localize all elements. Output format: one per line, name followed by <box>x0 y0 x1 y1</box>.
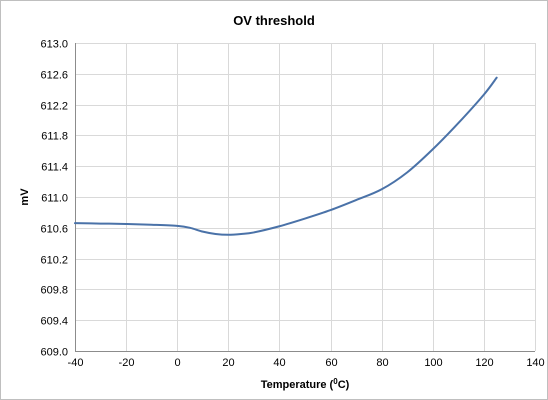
x-axis-label-main: Temperature ( <box>261 379 334 391</box>
x-tick-label: -20 <box>119 357 135 369</box>
y-tick-label: 611.0 <box>41 193 68 205</box>
x-tick-label: 20 <box>222 357 234 369</box>
axis-layer <box>75 43 535 352</box>
y-tick-label: 610.6 <box>40 224 68 236</box>
chart-title: OV threshold <box>233 13 315 28</box>
ov-threshold-series-line <box>74 76 498 236</box>
y-tick-label: 609.4 <box>40 316 68 328</box>
x-tick-label: 140 <box>526 357 544 369</box>
x-axis-label-superscript: 0 <box>333 377 338 386</box>
tick-layer: 609.0 609.4 609.8 610.2 610.6 611.0 611.4 611.8… <box>40 39 544 370</box>
x-tick-label: 40 <box>273 357 285 369</box>
grid-layer <box>75 43 536 352</box>
x-tick-label: 0 <box>174 357 180 369</box>
x-axis-label-suffix: C) <box>338 379 350 391</box>
y-tick-label: 609.8 <box>40 285 68 297</box>
x-tick-label: 80 <box>376 357 388 369</box>
x-tick-label: 100 <box>424 357 442 369</box>
x-tick-label: -40 <box>68 357 84 369</box>
y-tick-label: 610.2 <box>40 255 68 267</box>
y-tick-label: 611.8 <box>41 131 68 143</box>
y-tick-label: 609.0 <box>40 347 68 359</box>
y-axis-label: mV <box>19 188 31 206</box>
x-tick-label: 120 <box>475 357 493 369</box>
y-tick-label: 612.6 <box>40 70 68 82</box>
y-tick-label: 612.2 <box>40 101 68 113</box>
y-tick-label: 613.0 <box>40 39 68 51</box>
series-layer <box>74 76 498 236</box>
x-tick-label: 60 <box>325 357 337 369</box>
y-tick-label: 611.4 <box>41 162 68 174</box>
x-axis-label: Temperature (0C) <box>261 377 350 391</box>
